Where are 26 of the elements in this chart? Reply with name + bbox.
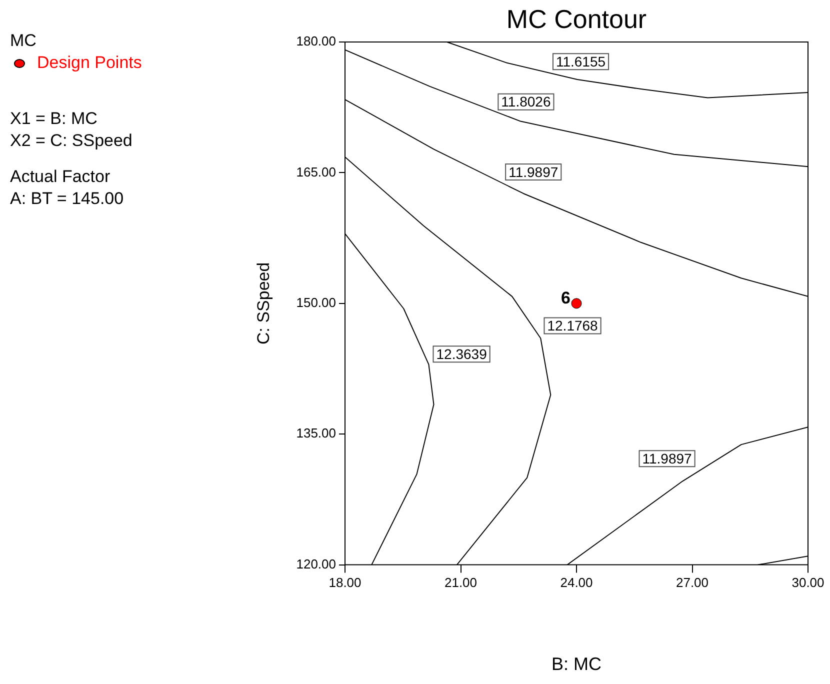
x-tick-label: 27.00 bbox=[676, 575, 709, 590]
y-tick-label: 165.00 bbox=[296, 164, 336, 180]
x-tick-label: 18.00 bbox=[328, 575, 362, 590]
text: X1 = B: MC bbox=[10, 108, 98, 130]
series-label: 11.9897 bbox=[508, 164, 558, 180]
y-axis-title: C: SSpeed bbox=[254, 262, 273, 345]
x-tick-label: 21.00 bbox=[444, 575, 478, 590]
y-tick-label: 120.00 bbox=[296, 556, 336, 572]
x-tick-label: 24.00 bbox=[560, 575, 593, 590]
series-label: 12.3639 bbox=[436, 346, 488, 362]
text: A: BT = 145.00 bbox=[10, 188, 125, 210]
x-axis-title: B: MC bbox=[551, 654, 602, 674]
legend-title: MC bbox=[10, 30, 38, 52]
y-tick-label: 180.00 bbox=[296, 34, 336, 49]
chart-title: MC Contour bbox=[506, 4, 647, 34]
series-label: 12.1768 bbox=[547, 318, 598, 334]
series-label: 11.8026 bbox=[501, 94, 551, 110]
text: Actual Factor bbox=[10, 166, 112, 188]
x-tick-label: 30.00 bbox=[792, 575, 824, 590]
series-label: 11.9897 bbox=[642, 450, 692, 466]
annotation: 6 bbox=[561, 288, 570, 308]
y-tick-label: 150.00 bbox=[296, 294, 336, 310]
text: X2 = C: SSpeed bbox=[10, 130, 134, 152]
legend-label: Design Points bbox=[36, 52, 142, 74]
y-tick-label: 135.00 bbox=[296, 426, 336, 441]
series-label: 11.6155 bbox=[556, 53, 606, 70]
